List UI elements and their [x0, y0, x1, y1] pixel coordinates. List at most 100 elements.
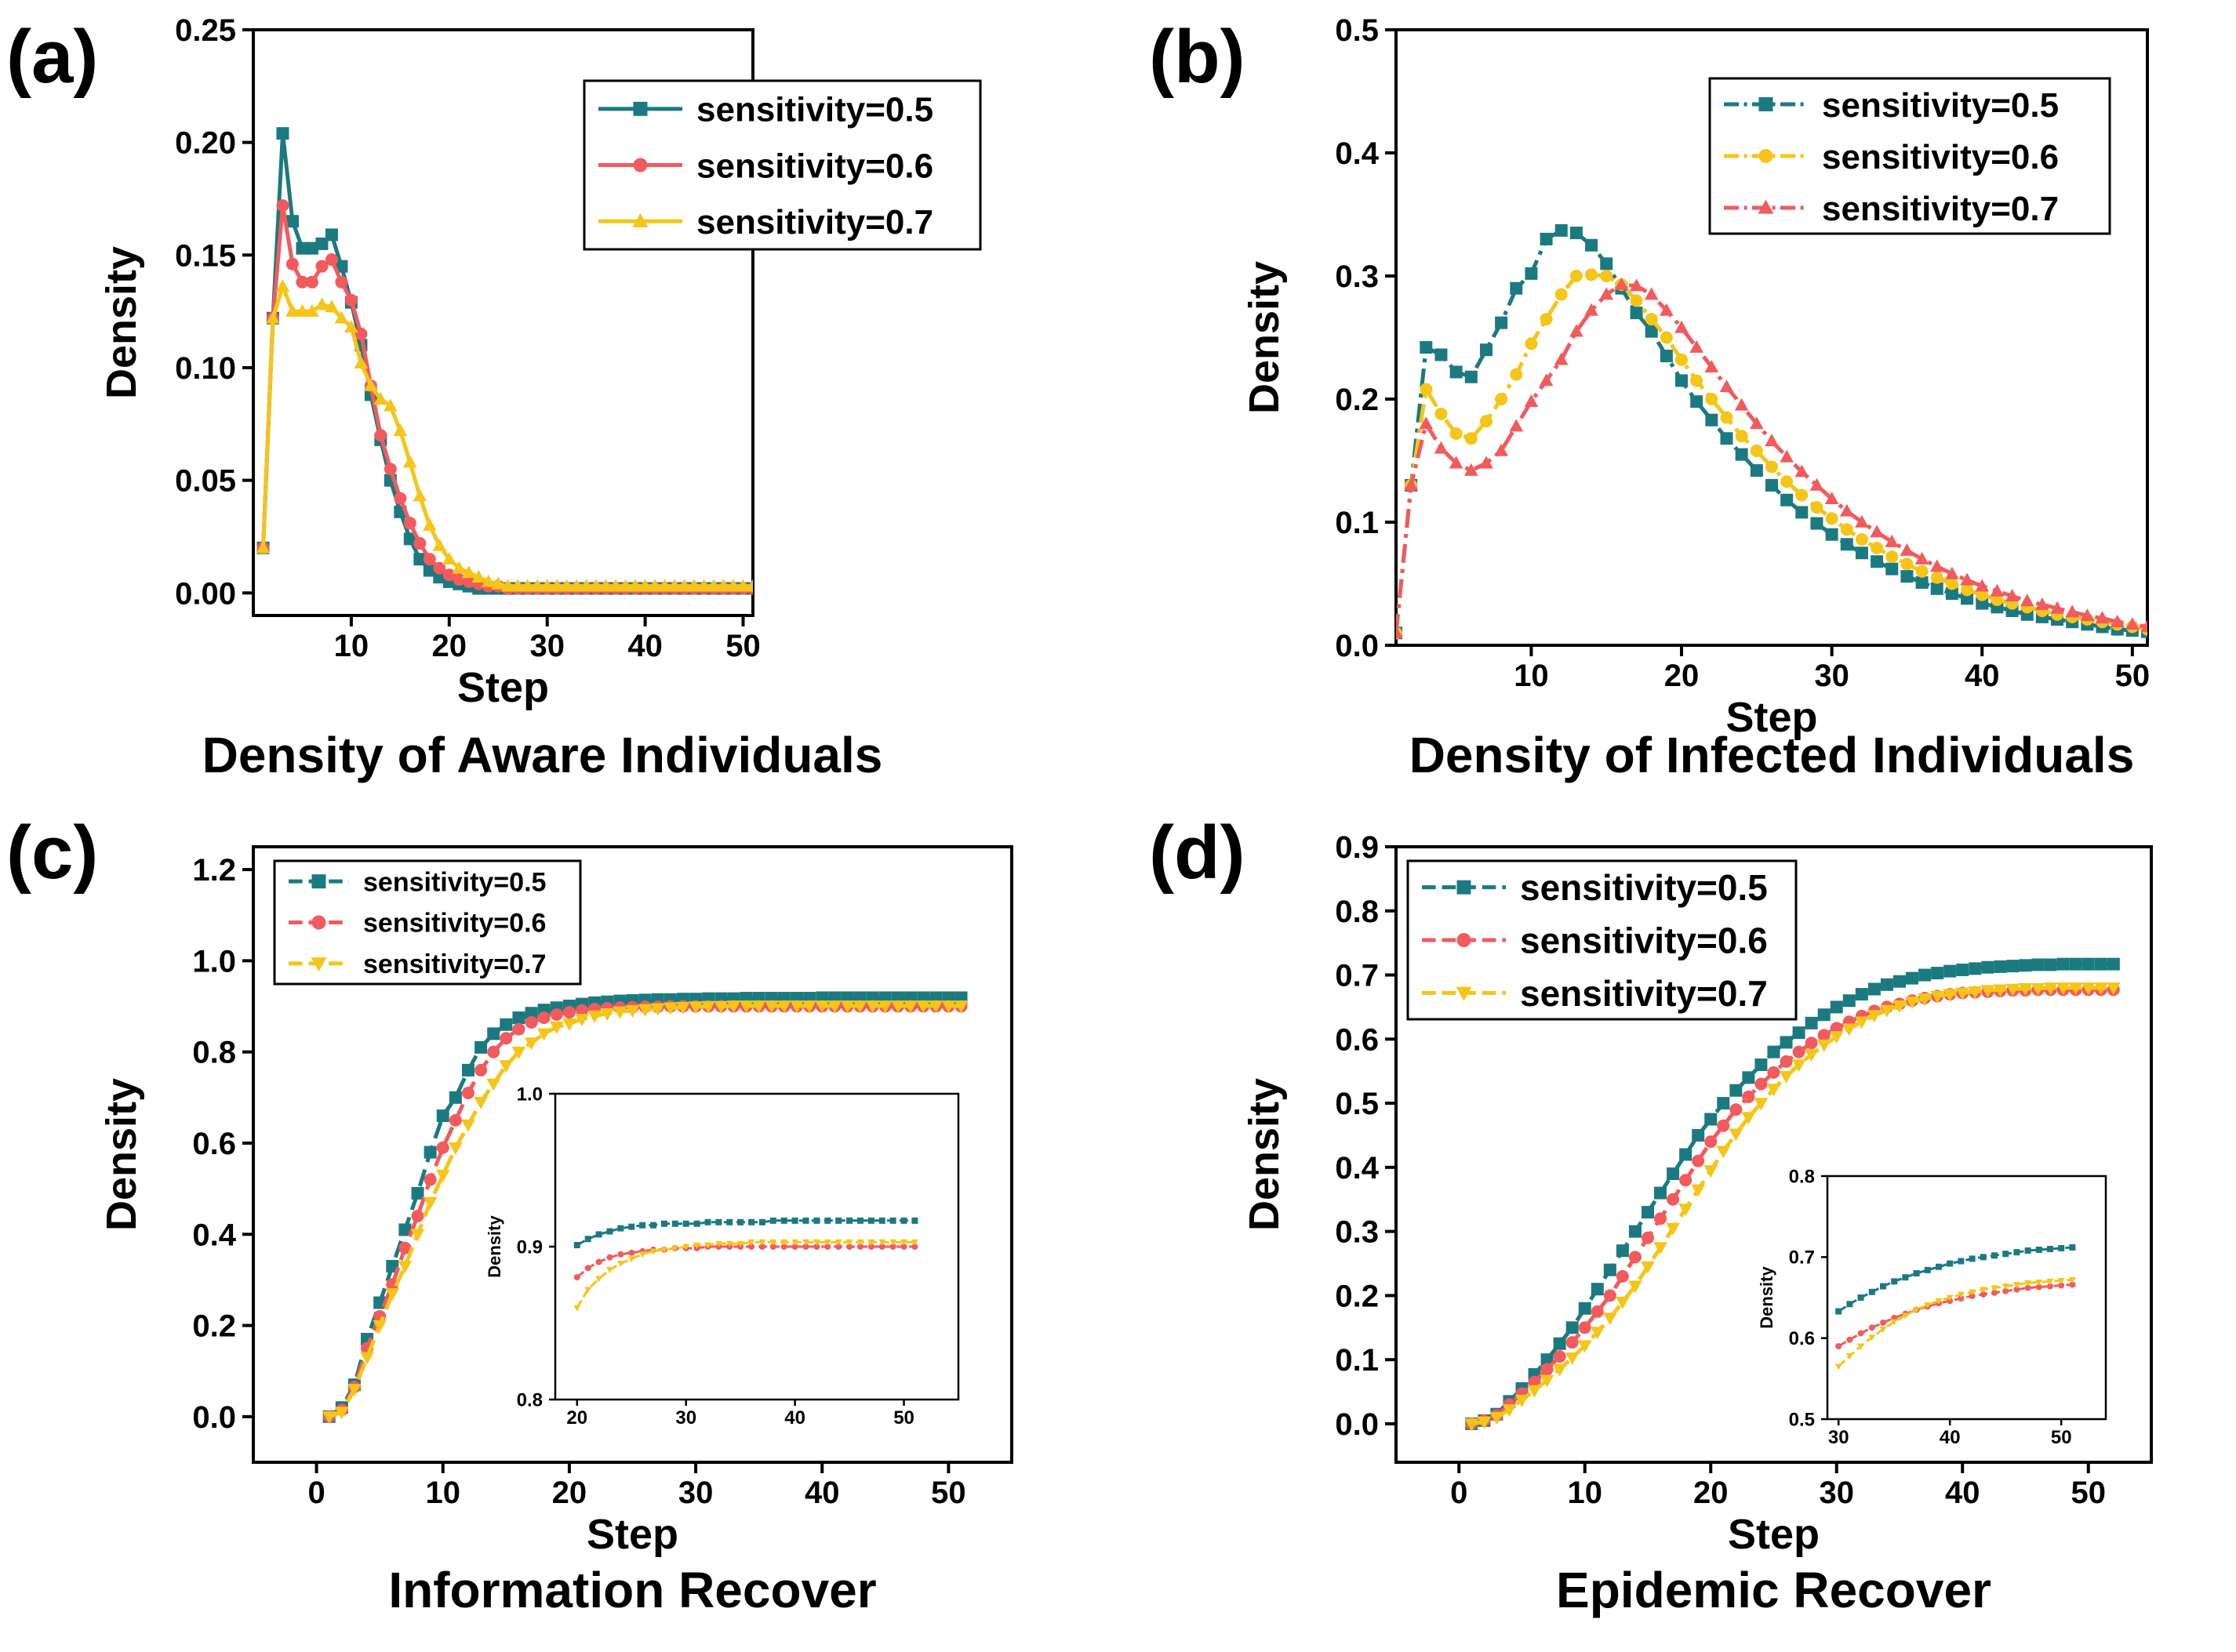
data-point: [1846, 1336, 1853, 1343]
y-axis-label: Density: [1241, 1078, 1288, 1231]
data-point: [1690, 395, 1703, 408]
data-point: [295, 303, 310, 317]
data-point: [1653, 1242, 1667, 1255]
data-point: [1585, 238, 1598, 252]
data-point: [649, 1248, 657, 1255]
data-point: [423, 1196, 438, 1210]
data-point: [1961, 592, 1974, 605]
data-point: [1735, 430, 1748, 443]
data-point: [725, 1240, 733, 1247]
data-point: [442, 551, 456, 565]
data-point: [2125, 617, 2140, 630]
x-tick-label: 0: [1450, 1476, 1467, 1510]
y-tick-label: 0.10: [175, 351, 236, 386]
data-point: [1704, 359, 1719, 372]
series-sensitivity=0.7: [1396, 277, 2147, 639]
data-point: [2005, 983, 2020, 997]
x-tick-label: 40: [1945, 1476, 1980, 1510]
y-tick-label: 0.5: [1335, 1087, 1379, 1121]
data-point: [2094, 957, 2107, 971]
data-point: [1918, 968, 1932, 982]
data-point: [1540, 1374, 1554, 1388]
data-point: [2002, 1251, 2009, 1258]
data-point: [2058, 1244, 2065, 1251]
y-tick-label: 0.3: [1335, 1215, 1379, 1250]
data-point: [423, 564, 436, 577]
data-point: [1479, 415, 1492, 428]
data-point: [1890, 1319, 1898, 1326]
data-point: [701, 1000, 715, 1014]
data-point: [385, 1288, 400, 1302]
data-point: [1930, 990, 1944, 1004]
data-point: [865, 1000, 880, 1014]
data-point: [1867, 1010, 1882, 1023]
legend-marker: [311, 915, 326, 930]
data-point: [1943, 964, 1957, 978]
legend-entry: sensitivity=0.7: [363, 949, 546, 979]
data-point: [1654, 1186, 1667, 1200]
data-point: [423, 517, 437, 531]
data-point: [296, 241, 309, 255]
data-point: [1825, 512, 1838, 525]
data-point: [1479, 343, 1492, 357]
data-point: [435, 1169, 450, 1182]
data-point: [667, 579, 682, 592]
data-point: [461, 1119, 475, 1132]
data-point: [2018, 982, 2033, 996]
data-point: [512, 1011, 525, 1025]
data-point: [1805, 1016, 1818, 1029]
x-tick-label: 50: [725, 629, 761, 663]
data-point: [403, 455, 417, 468]
data-point: [1642, 1206, 1654, 1219]
y-tick-label: 0.2: [1335, 383, 1379, 417]
data-point: [1994, 960, 2007, 973]
data-point: [911, 1239, 918, 1246]
data-point: [398, 1261, 413, 1274]
legend-frame: [1708, 77, 2111, 235]
data-point: [322, 1411, 336, 1425]
data-point: [403, 532, 416, 546]
data-point: [335, 260, 348, 273]
data-point: [1691, 1184, 1705, 1197]
data-point: [916, 1000, 930, 1014]
data-point: [524, 1037, 539, 1051]
data-point: [764, 1000, 779, 1014]
data-point: [1867, 982, 1881, 996]
data-point: [1900, 557, 1914, 571]
data-point: [1630, 307, 1643, 320]
data-point: [2080, 608, 2095, 622]
data-point: [325, 300, 339, 313]
data-point: [2056, 957, 2070, 971]
panel-title: Information Recover: [388, 1562, 876, 1618]
data-point: [1924, 1302, 1932, 1309]
x-tick-label: 50: [931, 1476, 966, 1510]
legend-entry: sensitivity=0.7: [1822, 190, 2059, 228]
data-point: [335, 1407, 349, 1420]
data-point: [486, 1078, 501, 1091]
data-point: [2065, 605, 2079, 618]
y-tick-label: 0.25: [175, 13, 236, 48]
data-point: [878, 1239, 886, 1246]
data-point: [682, 1244, 690, 1251]
data-point: [1750, 444, 1763, 457]
x-tick-label: 0: [307, 1476, 325, 1510]
data-point: [1868, 1324, 1875, 1331]
data-point: [500, 1032, 513, 1045]
data-point: [1779, 1070, 1794, 1084]
x-tick-label: 30: [1820, 1476, 1855, 1510]
plot-frame: [1394, 28, 2149, 647]
data-point: [1947, 1260, 1954, 1267]
y-tick-label: 0.8: [192, 1036, 236, 1070]
data-point: [285, 257, 299, 270]
data-point: [1674, 320, 1689, 333]
data-point: [1840, 538, 1853, 551]
inset-x-tick-label: 30: [675, 1407, 696, 1429]
x-tick-label: 40: [1965, 659, 2000, 693]
y-tick-label: 0.5: [1335, 13, 1379, 48]
series-line: [1838, 1283, 2073, 1348]
data-point: [1742, 1090, 1755, 1103]
data-point: [1766, 1084, 1781, 1097]
data-point: [878, 1000, 893, 1014]
data-point: [1930, 571, 1943, 584]
data-point: [1616, 1244, 1629, 1258]
